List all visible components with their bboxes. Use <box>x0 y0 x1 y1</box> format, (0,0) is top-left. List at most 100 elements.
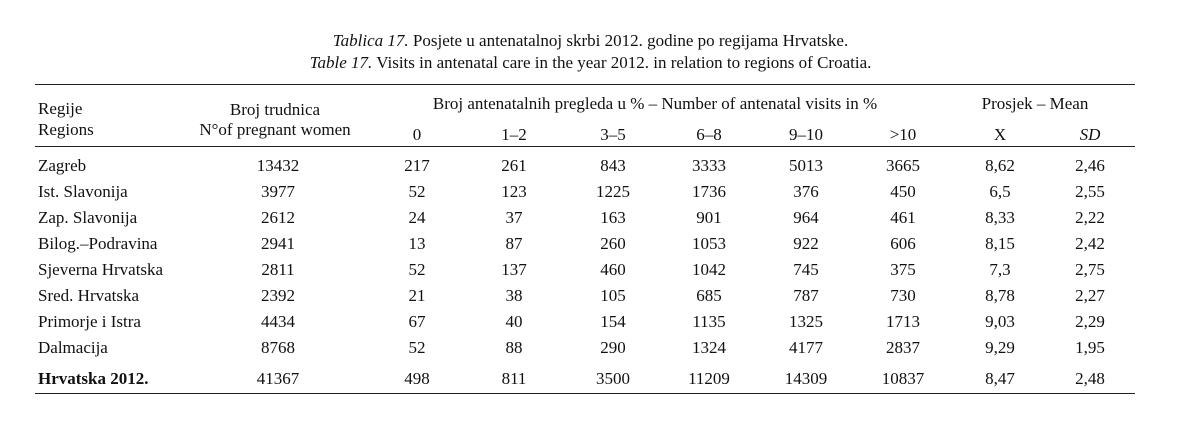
cell-sd-total: 2,48 <box>1075 369 1105 388</box>
cell-region: Ist. Slavonija <box>38 182 128 201</box>
cell-visits-1-2-total: 811 <box>501 369 527 388</box>
caption-text-english: Visits in antenatal care in the year 201… <box>372 53 872 72</box>
cell-visits-9-10: 1325 <box>789 312 823 331</box>
cell-visits-1-2: 40 <box>505 312 523 331</box>
cell-mean-x: 8,33 <box>985 208 1015 227</box>
cell-visits-6-8: 1324 <box>692 338 726 357</box>
cell-visits-1-2: 88 <box>505 338 523 357</box>
cell-mean-x: 6,5 <box>989 182 1011 201</box>
cell-region: Sjeverna Hrvatska <box>38 260 164 279</box>
header-bin-3-5: 3–5 <box>600 125 626 144</box>
cell-visits-6-8: 1736 <box>692 182 726 201</box>
cell-sd: 2,27 <box>1075 286 1105 305</box>
cell-visits-3-5: 460 <box>600 260 626 279</box>
cell-visits-0: 52 <box>408 182 426 201</box>
cell-mean-x: 8,15 <box>985 234 1015 253</box>
header-bin-over-10: >10 <box>889 125 917 144</box>
cell-visits-9-10: 964 <box>793 208 819 227</box>
header-bin-0: 0 <box>412 125 422 144</box>
cell-visits-0: 52 <box>408 338 426 357</box>
table-caption-croatian: Tablica 17. Posjete u antenatalnoj skrbi… <box>0 30 1181 52</box>
table-top-rule <box>35 84 1135 85</box>
cell-mean-x: 7,3 <box>989 260 1011 279</box>
cell-visits-0: 217 <box>404 156 430 175</box>
cell-mean-x: 9,03 <box>985 312 1015 331</box>
cell-visits-1-2: 38 <box>505 286 523 305</box>
cell-mean-x: 9,29 <box>985 338 1015 357</box>
cell-visits-9-10-total: 14309 <box>784 369 828 388</box>
header-bin-6-8: 6–8 <box>696 125 722 144</box>
cell-visits-3-5: 163 <box>600 208 626 227</box>
cell-region: Bilog.–Podravina <box>38 234 158 253</box>
cell-pregnant: 8768 <box>261 338 295 357</box>
cell-region: Primorje i Istra <box>38 312 141 331</box>
cell-region: Zagreb <box>38 156 87 175</box>
cell-visits-1-2: 37 <box>505 208 523 227</box>
cell-visits-9-10: 745 <box>793 260 819 279</box>
cell-visits-over-10: 1713 <box>886 312 920 331</box>
table-bottom-rule <box>35 393 1135 394</box>
table-header-rule <box>35 146 1135 147</box>
cell-visits-6-8: 1135 <box>692 312 726 331</box>
cell-sd: 2,55 <box>1075 182 1105 201</box>
cell-region: Dalmacija <box>38 338 108 357</box>
cell-region-total: Hrvatska 2012. <box>38 369 149 388</box>
cell-pregnant-total: 41367 <box>256 369 300 388</box>
cell-pregnant: 13432 <box>256 156 300 175</box>
cell-sd: 2,29 <box>1075 312 1105 331</box>
cell-visits-9-10: 787 <box>793 286 819 305</box>
cell-mean-x: 8,78 <box>985 286 1015 305</box>
cell-visits-3-5: 154 <box>600 312 626 331</box>
cell-visits-0: 52 <box>408 260 426 279</box>
cell-visits-1-2: 123 <box>501 182 527 201</box>
cell-visits-over-10: 450 <box>890 182 916 201</box>
cell-visits-9-10: 4177 <box>789 338 823 357</box>
cell-visits-3-5: 1225 <box>596 182 630 201</box>
cell-visits-6-8-total: 11209 <box>688 369 730 388</box>
cell-visits-9-10: 5013 <box>789 156 823 175</box>
cell-visits-0: 13 <box>408 234 426 253</box>
cell-pregnant: 4434 <box>261 312 295 331</box>
cell-pregnant: 2941 <box>261 234 295 253</box>
cell-visits-6-8: 3333 <box>692 156 726 175</box>
cell-visits-9-10: 376 <box>793 182 819 201</box>
cell-pregnant: 3977 <box>261 182 295 201</box>
cell-pregnant: 2811 <box>261 260 295 279</box>
cell-visits-over-10: 730 <box>890 286 916 305</box>
header-visits-group: Broj antenatalnih pregleda u % – Number … <box>432 94 878 113</box>
cell-visits-over-10: 3665 <box>886 156 920 175</box>
cell-visits-6-8: 685 <box>696 286 722 305</box>
table-caption-english: Table 17. Visits in antenatal care in th… <box>0 52 1181 74</box>
caption-label-english: Table 17. <box>309 53 373 72</box>
cell-visits-0: 67 <box>408 312 426 331</box>
cell-pregnant: 2612 <box>261 208 295 227</box>
cell-mean-x: 8,62 <box>985 156 1015 175</box>
cell-sd: 2,42 <box>1075 234 1105 253</box>
cell-region: Zap. Slavonija <box>38 208 138 227</box>
cell-visits-0: 24 <box>408 208 426 227</box>
cell-visits-1-2: 87 <box>505 234 523 253</box>
header-pregnant-en: N°of pregnant women <box>199 120 351 139</box>
cell-visits-over-10: 375 <box>890 260 916 279</box>
cell-visits-over-10: 461 <box>890 208 916 227</box>
cell-pregnant: 2392 <box>261 286 295 305</box>
cell-region: Sred. Hrvatska <box>38 286 140 305</box>
cell-mean-x-total: 8,47 <box>985 369 1015 388</box>
cell-visits-9-10: 922 <box>793 234 819 253</box>
cell-sd: 2,75 <box>1075 260 1105 279</box>
header-pregnant-hr: Broj trudnica <box>229 100 321 119</box>
cell-visits-3-5: 290 <box>600 338 626 357</box>
header-mean-group: Prosjek – Mean <box>981 94 1089 113</box>
header-region-en: Regions <box>38 120 94 139</box>
cell-visits-3-5-total: 3500 <box>596 369 630 388</box>
header-mean-x: X <box>993 125 1007 144</box>
cell-visits-1-2: 261 <box>501 156 527 175</box>
cell-visits-0: 21 <box>408 286 426 305</box>
header-bin-1-2: 1–2 <box>501 125 527 144</box>
cell-visits-0-total: 498 <box>404 369 430 388</box>
cell-visits-over-10-total: 10837 <box>881 369 925 388</box>
cell-sd: 1,95 <box>1075 338 1105 357</box>
header-region-hr: Regije <box>38 99 83 118</box>
cell-visits-3-5: 260 <box>600 234 626 253</box>
